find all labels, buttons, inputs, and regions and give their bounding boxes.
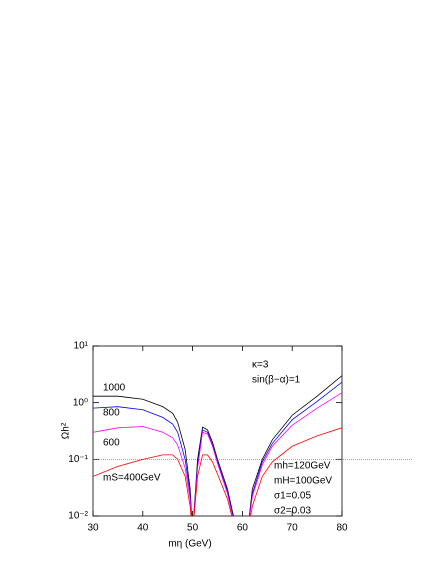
series-label: 1000 xyxy=(103,383,126,394)
annotation: κ=3 xyxy=(252,360,269,371)
x-tick-label: 60 xyxy=(237,523,249,534)
series-label: 800 xyxy=(103,408,120,419)
annotation: σ2=0.03 xyxy=(274,506,311,517)
annotation: mH=100GeV xyxy=(274,476,332,487)
series-line xyxy=(93,392,342,516)
x-tick-label: 50 xyxy=(187,523,199,534)
y-tick-label: 10⁰ xyxy=(73,397,88,408)
annotation: mh=120GeV xyxy=(274,461,331,472)
y-tick-label: 10⁻¹ xyxy=(68,454,88,465)
x-tick-label: 80 xyxy=(336,523,348,534)
x-axis-label: mη (GeV) xyxy=(168,539,211,550)
x-tick-label: 70 xyxy=(287,523,299,534)
annotation: σ1=0.05 xyxy=(274,491,311,502)
y-axis-label: Ωh² xyxy=(61,422,72,439)
series-line xyxy=(93,427,342,516)
x-tick-label: 40 xyxy=(137,523,149,534)
plot-frame xyxy=(92,345,343,517)
series-line xyxy=(93,381,342,516)
x-tick-label: 30 xyxy=(87,523,99,534)
annotation: sin(β−α)=1 xyxy=(252,375,301,386)
y-tick-label: 10⁻² xyxy=(68,511,88,522)
y-tick-label: 10¹ xyxy=(74,341,89,352)
series-line xyxy=(93,375,342,516)
series-label: mS=400GeV xyxy=(103,473,161,484)
series-label: 600 xyxy=(103,438,120,449)
